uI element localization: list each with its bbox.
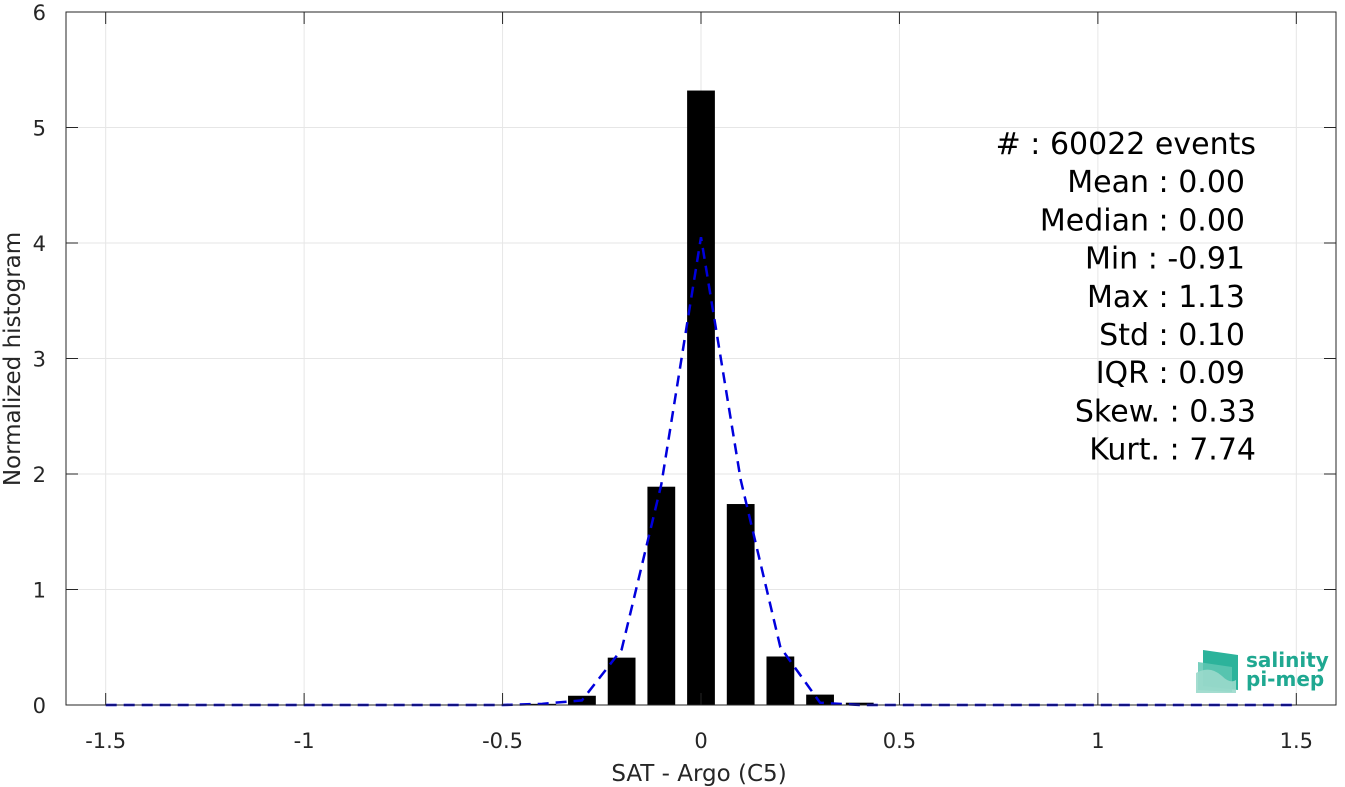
y-tick-label-3: 3 — [33, 348, 46, 372]
y-tick-label-5: 5 — [33, 117, 46, 141]
y-tick-label-6: 6 — [33, 1, 46, 25]
x-tick-label-5: 1 — [1091, 729, 1104, 753]
y-tick-label-1: 1 — [33, 579, 46, 603]
bar-3 — [647, 486, 676, 705]
y-axis-label: Normalized histogram — [0, 232, 26, 486]
stat-line-6: IQR : 0.09 — [1096, 356, 1245, 391]
x-tick-label-4: 0.5 — [883, 729, 916, 753]
logo-text-line2: pi-mep — [1246, 667, 1324, 691]
x-axis-label: SAT - Argo (C5) — [611, 761, 786, 787]
bar-7 — [806, 694, 834, 705]
stat-line-8: Kurt. : 7.74 — [1089, 433, 1256, 468]
x-tick-label-6: 1.5 — [1280, 729, 1313, 753]
y-tick-label-0: 0 — [33, 694, 46, 718]
x-ticks: -1.5 -1 -0.5 0 0.5 1 1.5 — [85, 12, 1313, 753]
logo-mark-icon — [1196, 650, 1238, 693]
x-tick-label-0: -1.5 — [85, 729, 126, 753]
x-tick-label-2: -0.5 — [482, 729, 523, 753]
stat-line-3: Min : -0.91 — [1085, 242, 1245, 277]
bar-4 — [687, 90, 715, 706]
stat-line-0: # : 60022 events — [996, 127, 1256, 162]
y-ticks: 0 1 2 3 4 5 6 — [33, 1, 1336, 718]
stat-line-4: Max : 1.13 — [1087, 280, 1245, 315]
logo-text-line1: salinity — [1246, 648, 1329, 672]
stat-line-7: Skew. : 0.33 — [1075, 394, 1256, 429]
salinity-pimep-logo: salinity pi-mep — [1196, 648, 1329, 693]
y-tick-label-4: 4 — [33, 232, 46, 256]
x-tick-label-3: 0 — [694, 729, 707, 753]
bar-5 — [726, 504, 755, 705]
stat-line-5: Std : 0.10 — [1099, 318, 1245, 353]
bar-6 — [766, 656, 795, 705]
bars — [528, 90, 874, 706]
x-tick-label-1: -1 — [294, 729, 315, 753]
y-tick-label-2: 2 — [33, 463, 46, 487]
bar-2 — [607, 657, 636, 705]
stat-line-2: Median : 0.00 — [1040, 203, 1245, 238]
stat-line-1: Mean : 0.00 — [1067, 165, 1245, 200]
